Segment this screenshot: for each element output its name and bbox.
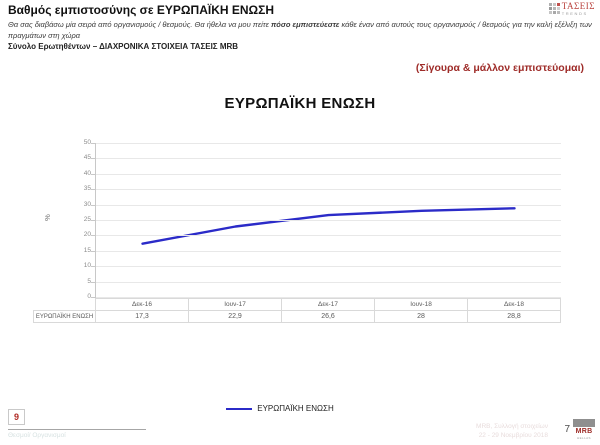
footer-section-caption: Θεσμοί/ Οργανισμοί (8, 432, 66, 439)
value-row: ΕΥΡΩΠΑΪΚΗ ΕΝΩΣΗ 17,3 22,9 26,6 28 28,8 (33, 310, 561, 323)
category-row: Δεκ-16 Ιουν-17 Δεκ-17 Ιουν-18 Δεκ-18 (34, 298, 561, 311)
y-tick-label: 50 (83, 139, 91, 146)
gridline (96, 297, 561, 298)
category-cell: Δεκ-17 (281, 298, 375, 311)
value-cell: 28 (374, 310, 468, 323)
sample-line: Σύνολο Ερωτηθέντων – ΔΙΑΧΡΟΝΙΚΑ ΣΤΟΙΧΕΙΑ… (8, 42, 239, 51)
trends-logo-name: ΤΑΣΕΙΣ (561, 1, 595, 11)
gridline (96, 204, 561, 206)
value-cell: 26,6 (281, 310, 375, 323)
category-cell: Δεκ-18 (467, 298, 561, 311)
footer-source: MRB, Συλλογή στοιχείων 22 - 29 Νοεμβρίου… (476, 423, 548, 441)
footer-source-line1: MRB, Συλλογή στοιχείων (476, 423, 548, 430)
y-tick-mark (91, 173, 96, 175)
survey-question: Θα σας διαβάσω μία σειρά από οργανισμούς… (8, 20, 593, 41)
series-row-label: ΕΥΡΩΠΑΪΚΗ ΕΝΩΣΗ (33, 310, 96, 323)
y-tick-label: 30 (83, 200, 91, 208)
mrb-logo-sub: HELLAS (577, 435, 591, 440)
y-tick-mark (91, 143, 96, 144)
gridline (96, 143, 561, 144)
gridline (96, 250, 561, 252)
question-post: κάθε έναν από αυτούς τους οργανισμούς / … (8, 20, 592, 40)
table-corner (34, 299, 96, 311)
trends-logo-sub: TRENDS (561, 11, 588, 16)
y-tick-label: 0 (87, 293, 91, 300)
y-tick-label: 35 (83, 185, 91, 193)
gridline (96, 173, 561, 175)
plot-area: 50 45 40 35 30 25 20 15 10 5 0 (84, 139, 561, 300)
gridline (96, 281, 561, 283)
y-tick-mark (91, 250, 96, 252)
y-tick-mark (91, 281, 96, 283)
mrb-logo: MRB HELLAS (573, 419, 595, 443)
mrb-logo-name: MRB (575, 428, 593, 435)
y-tick-label: 40 (83, 169, 91, 177)
value-cell: 22,9 (188, 310, 282, 323)
trend-line (141, 207, 516, 245)
y-axis-label: % (42, 214, 52, 221)
page-title: Βαθμός εμπιστοσύνης σε ΕΥΡΩΠΑΪΚΗ ΕΝΩΣΗ (8, 3, 275, 17)
y-tick-label: 45 (83, 154, 91, 162)
section-number-box: 9 (8, 409, 25, 425)
question-pre: Θα σας διαβάσω μία σειρά από οργανισμούς… (8, 20, 271, 29)
value-cell: 28,8 (467, 310, 561, 323)
footer-source-line2: 22 - 29 Νοεμβρίου 2018 (478, 431, 548, 439)
y-tick-label: 10 (83, 262, 91, 270)
y-tick-mark (91, 266, 96, 268)
gridline (96, 235, 561, 237)
category-cell: Δεκ-16 (95, 298, 189, 311)
footer-divider (8, 429, 146, 430)
gridline (96, 220, 561, 221)
y-tick-mark (91, 220, 96, 221)
y-tick-mark (91, 204, 96, 206)
y-tick-label: 15 (83, 246, 91, 254)
chart-title: ΕΥΡΩΠΑΪΚΗ ΕΝΩΣΗ (224, 95, 376, 112)
value-cell: 17,3 (95, 310, 189, 323)
trends-grid-icon (548, 3, 560, 14)
y-tick-label: 25 (83, 216, 91, 223)
gridline (96, 266, 561, 268)
legend-label: ΕΥΡΩΠΑΪΚΗ ΕΝΩΣΗ (257, 404, 334, 413)
y-tick-mark (91, 189, 96, 191)
gridline (96, 189, 561, 191)
y-tick-label: 5 (87, 277, 91, 285)
legend: ΕΥΡΩΠΑΪΚΗ ΕΝΩΣΗ (0, 404, 560, 413)
data-table: Δεκ-16 Ιουν-17 Δεκ-17 Ιουν-18 Δεκ-18 ΕΥΡ… (33, 298, 561, 323)
mrb-logo-bar (573, 419, 595, 427)
trust-note: (Σίγουρα & μάλλον εμπιστεύομαι) (415, 62, 584, 74)
gridline (96, 158, 561, 160)
page-number: 7 (564, 424, 570, 435)
y-tick-mark (91, 235, 96, 237)
y-tick-mark (91, 297, 96, 298)
trends-logo: ΤΑΣΕΙΣ TRENDS (548, 1, 595, 16)
y-tick-mark (91, 158, 96, 160)
category-cell: Ιουν-18 (374, 298, 468, 311)
question-bold: πόσο εμπιστεύεστε (270, 20, 340, 29)
category-cell: Ιουν-17 (188, 298, 282, 311)
y-tick-label: 20 (83, 231, 91, 239)
legend-line-swatch (226, 407, 253, 410)
